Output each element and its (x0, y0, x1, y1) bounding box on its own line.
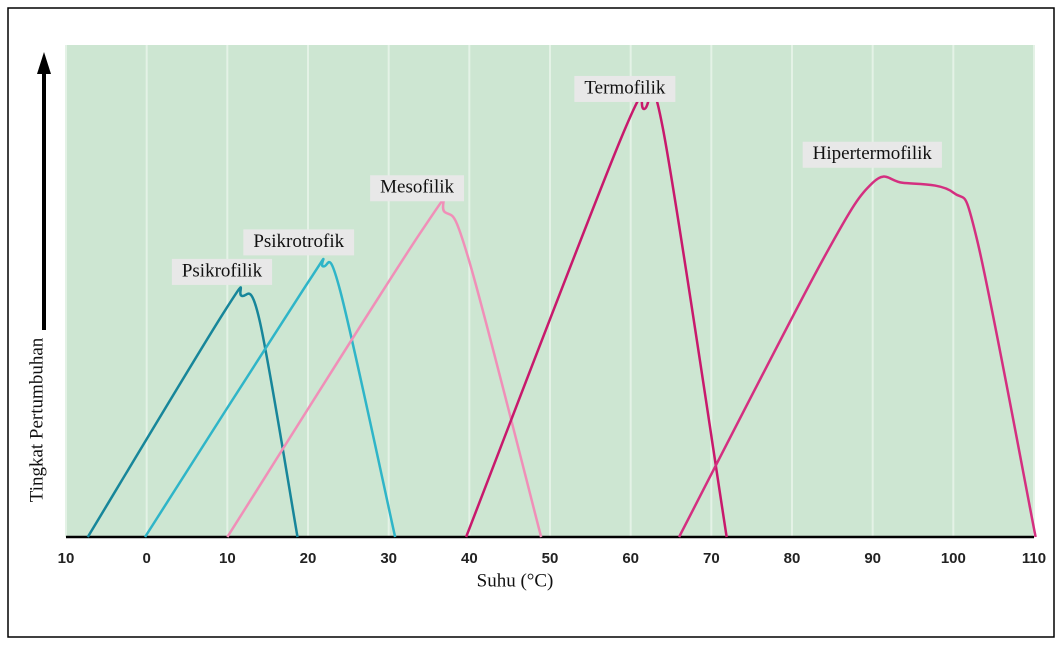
x-tick-label: 0 (142, 550, 150, 567)
x-tick-label: 30 (380, 550, 397, 567)
x-tick-label: 10 (219, 550, 236, 567)
series-label: Psikrotrofik (253, 231, 344, 252)
x-tick-label: 110 (1022, 550, 1046, 567)
x-tick-label: 90 (864, 550, 881, 567)
series-label: Mesofilik (380, 177, 454, 198)
x-tick-label: 60 (622, 550, 639, 567)
x-tick-label: 10 (58, 550, 75, 567)
plot-background (66, 45, 1034, 537)
x-axis-label: Suhu (°C) (477, 570, 554, 591)
x-tick-label: 50 (542, 550, 559, 567)
series-label: Termofilik (584, 77, 665, 98)
x-tick-label: 100 (941, 550, 966, 567)
x-tick-label: 80 (784, 550, 801, 567)
chart: Suhu (°C) Tingkat Pertumbuhan 1001020304… (0, 0, 1062, 645)
series-label: Hipertermofilik (813, 143, 933, 164)
x-tick-label: 40 (461, 550, 478, 567)
series-label: Psikrofilik (182, 260, 263, 281)
y-axis-label: Tingkat Pertumbuhan (26, 337, 47, 502)
x-tick-label: 20 (300, 550, 317, 567)
x-tick-label: 70 (703, 550, 720, 567)
